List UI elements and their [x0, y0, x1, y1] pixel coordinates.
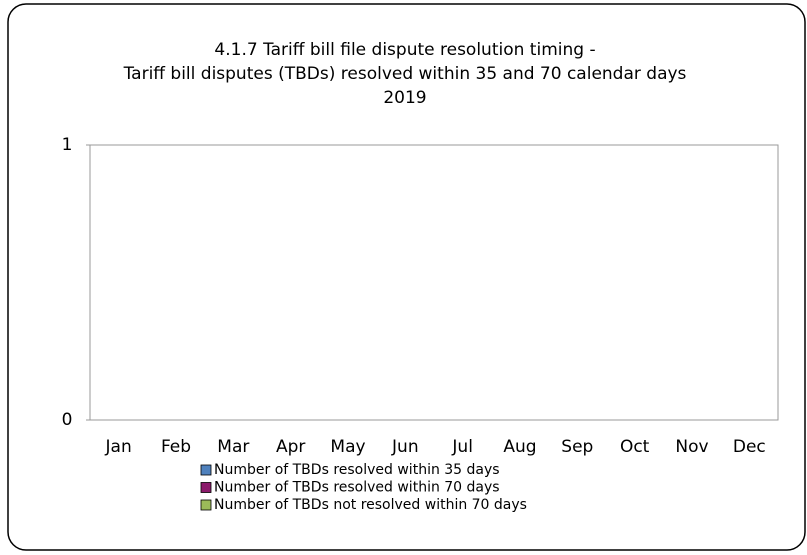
x-tick-label: Apr — [276, 437, 305, 457]
x-tick-label: Nov — [675, 437, 708, 457]
x-tick-label: Jul — [451, 437, 473, 457]
y-tick-label: 0 — [62, 410, 73, 430]
x-tick-label: Jan — [105, 437, 132, 457]
x-tick-label: Mar — [217, 437, 249, 457]
x-tick-label: Aug — [503, 437, 536, 457]
x-tick-label: Jun — [391, 437, 419, 457]
y-tick-label: 1 — [62, 135, 73, 155]
x-tick-label: Sep — [561, 437, 593, 457]
legend-swatch — [200, 499, 212, 511]
legend-swatch — [200, 464, 212, 476]
legend-label: Number of TBDs resolved within 35 days — [214, 462, 500, 478]
chart-title: Tariff bill disputes (TBDs) resolved wit… — [123, 64, 687, 84]
legend-label: Number of TBDs resolved within 70 days — [214, 480, 500, 496]
x-tick-label: Dec — [733, 437, 766, 457]
legend-swatch — [200, 482, 212, 493]
legend-label: Number of TBDs not resolved within 70 da… — [214, 497, 527, 513]
plot-area — [89, 144, 779, 421]
x-tick-label: May — [330, 437, 365, 457]
x-tick-label: Feb — [161, 437, 191, 457]
chart-title: 4.1.7 Tariff bill file dispute resolutio… — [214, 40, 595, 60]
chart-title: 2019 — [383, 88, 426, 108]
x-tick-label: Oct — [620, 437, 650, 457]
